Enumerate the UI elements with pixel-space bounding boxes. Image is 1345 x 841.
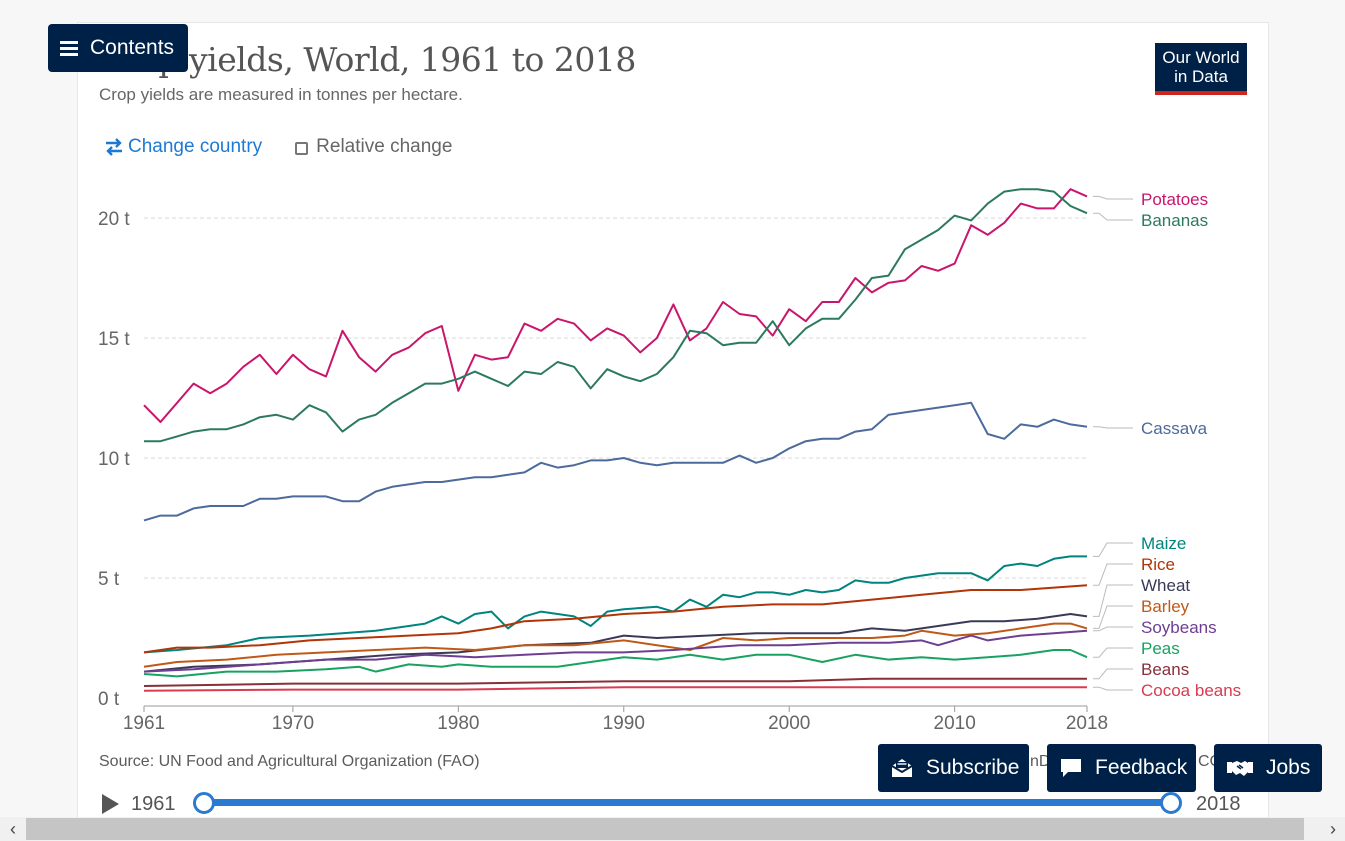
jobs-button[interactable]: Jobs [1214,744,1322,792]
label-connector [1093,212,1133,221]
y-tick-label: 15 t [98,329,130,350]
series-label: Barley [1141,597,1190,616]
scroll-right-icon[interactable]: › [1330,819,1336,839]
x-tick-label: 1970 [272,713,314,734]
label-connector [1093,426,1133,429]
timeline-end-handle[interactable] [1160,792,1182,814]
owid-logo[interactable]: Our World in Data [1155,43,1247,95]
swap-arrows-icon [106,138,122,156]
y-tick-label: 5 t [98,569,120,590]
play-icon[interactable] [102,794,119,814]
series-label: Wheat [1141,576,1190,595]
jobs-label: Jobs [1266,756,1311,779]
subscribe-button[interactable]: Subscribe [878,744,1029,792]
label-connector [1093,195,1133,200]
series-label: Beans [1141,660,1189,679]
series-label: Cocoa beans [1141,681,1241,700]
change-country-label: Change country [128,136,263,157]
scroll-left-icon[interactable]: ‹ [10,819,16,839]
series-label: Potatoes [1141,190,1208,209]
timeline-track[interactable] [204,799,1171,806]
horizontal-scrollbar[interactable]: ‹ › [0,817,1345,841]
label-connector [1093,605,1133,629]
subscribe-label: Subscribe [926,756,1020,779]
scrollbar-thumb[interactable] [26,818,1304,840]
series-line-bananas [144,188,1088,443]
label-connector [1093,686,1133,691]
relative-change-label: Relative change [316,136,453,157]
label-connector [1093,647,1133,658]
series-label: Bananas [1141,211,1208,230]
source-note[interactable]: Source: UN Food and Agricultural Organiz… [99,753,480,770]
chart-card [77,22,1269,822]
change-country-button[interactable]: Change country [104,136,262,158]
series-line-rice [143,584,1088,654]
timeline-end-year: 2018 [1196,793,1241,815]
contents-label: Contents [90,36,175,59]
series-line-barley [143,622,1088,668]
relative-change-checkbox[interactable] [295,142,309,155]
series-label: Peas [1141,639,1180,658]
series-label: Maize [1141,534,1186,553]
label-connector [1093,563,1133,586]
timeline: 1961 2018 [100,790,1260,818]
contents-button[interactable]: Contents [48,24,188,72]
series-line-maize [143,555,1087,654]
y-tick-label: 20 t [98,209,130,230]
comment-icon [1061,759,1081,777]
x-tick-label: 2018 [1066,713,1108,734]
x-tick-label: 1980 [437,713,479,734]
series-line-wheat [143,613,1088,673]
timeline-start-handle[interactable] [193,792,215,814]
label-connector [1093,542,1133,557]
timeline-start-year: 1961 [131,793,176,815]
x-tick-label: 1990 [603,713,645,734]
logo-line-1: Our World [1162,48,1240,67]
chart-title: Crop yields, World, 1961 to 2018 [99,40,636,79]
series-line-beans [143,677,1087,687]
chart-controls: Change country Relative change [104,136,452,158]
y-tick-label: 10 t [98,449,130,470]
series-label: Cassava [1141,419,1208,438]
x-tick-label: 1961 [123,713,165,734]
y-tick-label: 0 t [98,689,120,710]
series-line-potatoes [143,188,1088,423]
handshake-icon [1227,761,1253,776]
series-line-soybeans [143,629,1088,673]
feedback-label: Feedback [1095,756,1188,779]
label-connector [1093,584,1133,617]
series-line-cocoa-beans [143,686,1087,692]
relative-change-toggle[interactable]: Relative change [295,136,452,158]
logo-line-2: in Data [1174,67,1228,86]
label-connector [1093,668,1133,680]
x-tick-label: 2010 [934,713,976,734]
series-label: Soybeans [1141,618,1217,637]
series-line-peas [143,649,1088,678]
chart-subtitle: Crop yields are measured in tonnes per h… [99,85,463,104]
x-tick-label: 2000 [768,713,810,734]
line-chart: 0 t 5 t 10 t 15 t 20 t 1961 1970 1980 1990 2000 20… [98,188,1241,734]
label-connector [1093,626,1133,632]
series-label: Rice [1141,555,1175,574]
envelope-icon [891,759,913,777]
feedback-button[interactable]: Feedback [1047,744,1196,792]
series-line-cassava [143,401,1088,522]
menu-icon [60,41,78,56]
